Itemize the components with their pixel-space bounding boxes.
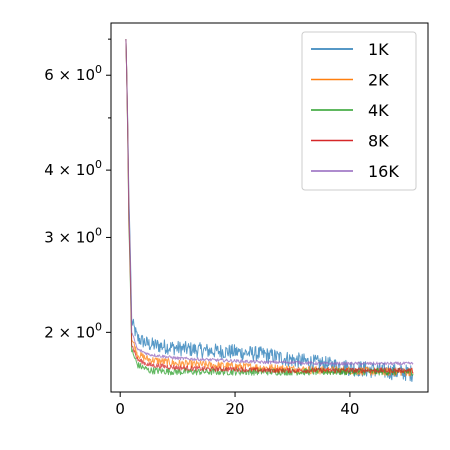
legend-box: [301, 31, 417, 191]
y-tick-label: 3 × 100: [44, 225, 102, 246]
legend: 1K 2K 4K 8K 16K: [301, 31, 417, 191]
axes-layer: 0 20 40 2 × 100 3 × 100 4 × 100 6 × 100: [44, 22, 429, 418]
y-tick-label: 2 × 100: [44, 320, 102, 341]
x-tick-label: 0: [115, 400, 125, 418]
legend-label-4k: 4K: [368, 101, 389, 120]
series-8k-line: [125, 39, 414, 374]
series-layer: [125, 39, 414, 382]
x-tick-label: 40: [340, 400, 359, 418]
legend-label-16k: 16K: [368, 162, 399, 181]
plot-frame: [110, 22, 429, 393]
series-1k-line: [125, 39, 414, 382]
legend-label-8k: 8K: [368, 132, 389, 151]
series-16k-line: [125, 39, 414, 366]
legend-label-2k: 2K: [368, 71, 389, 90]
legend-label-1k: 1K: [368, 40, 389, 59]
y-tick-label: 4 × 100: [44, 158, 102, 179]
x-tick-label: 20: [225, 400, 244, 418]
y-tick-label: 6 × 100: [44, 63, 102, 84]
